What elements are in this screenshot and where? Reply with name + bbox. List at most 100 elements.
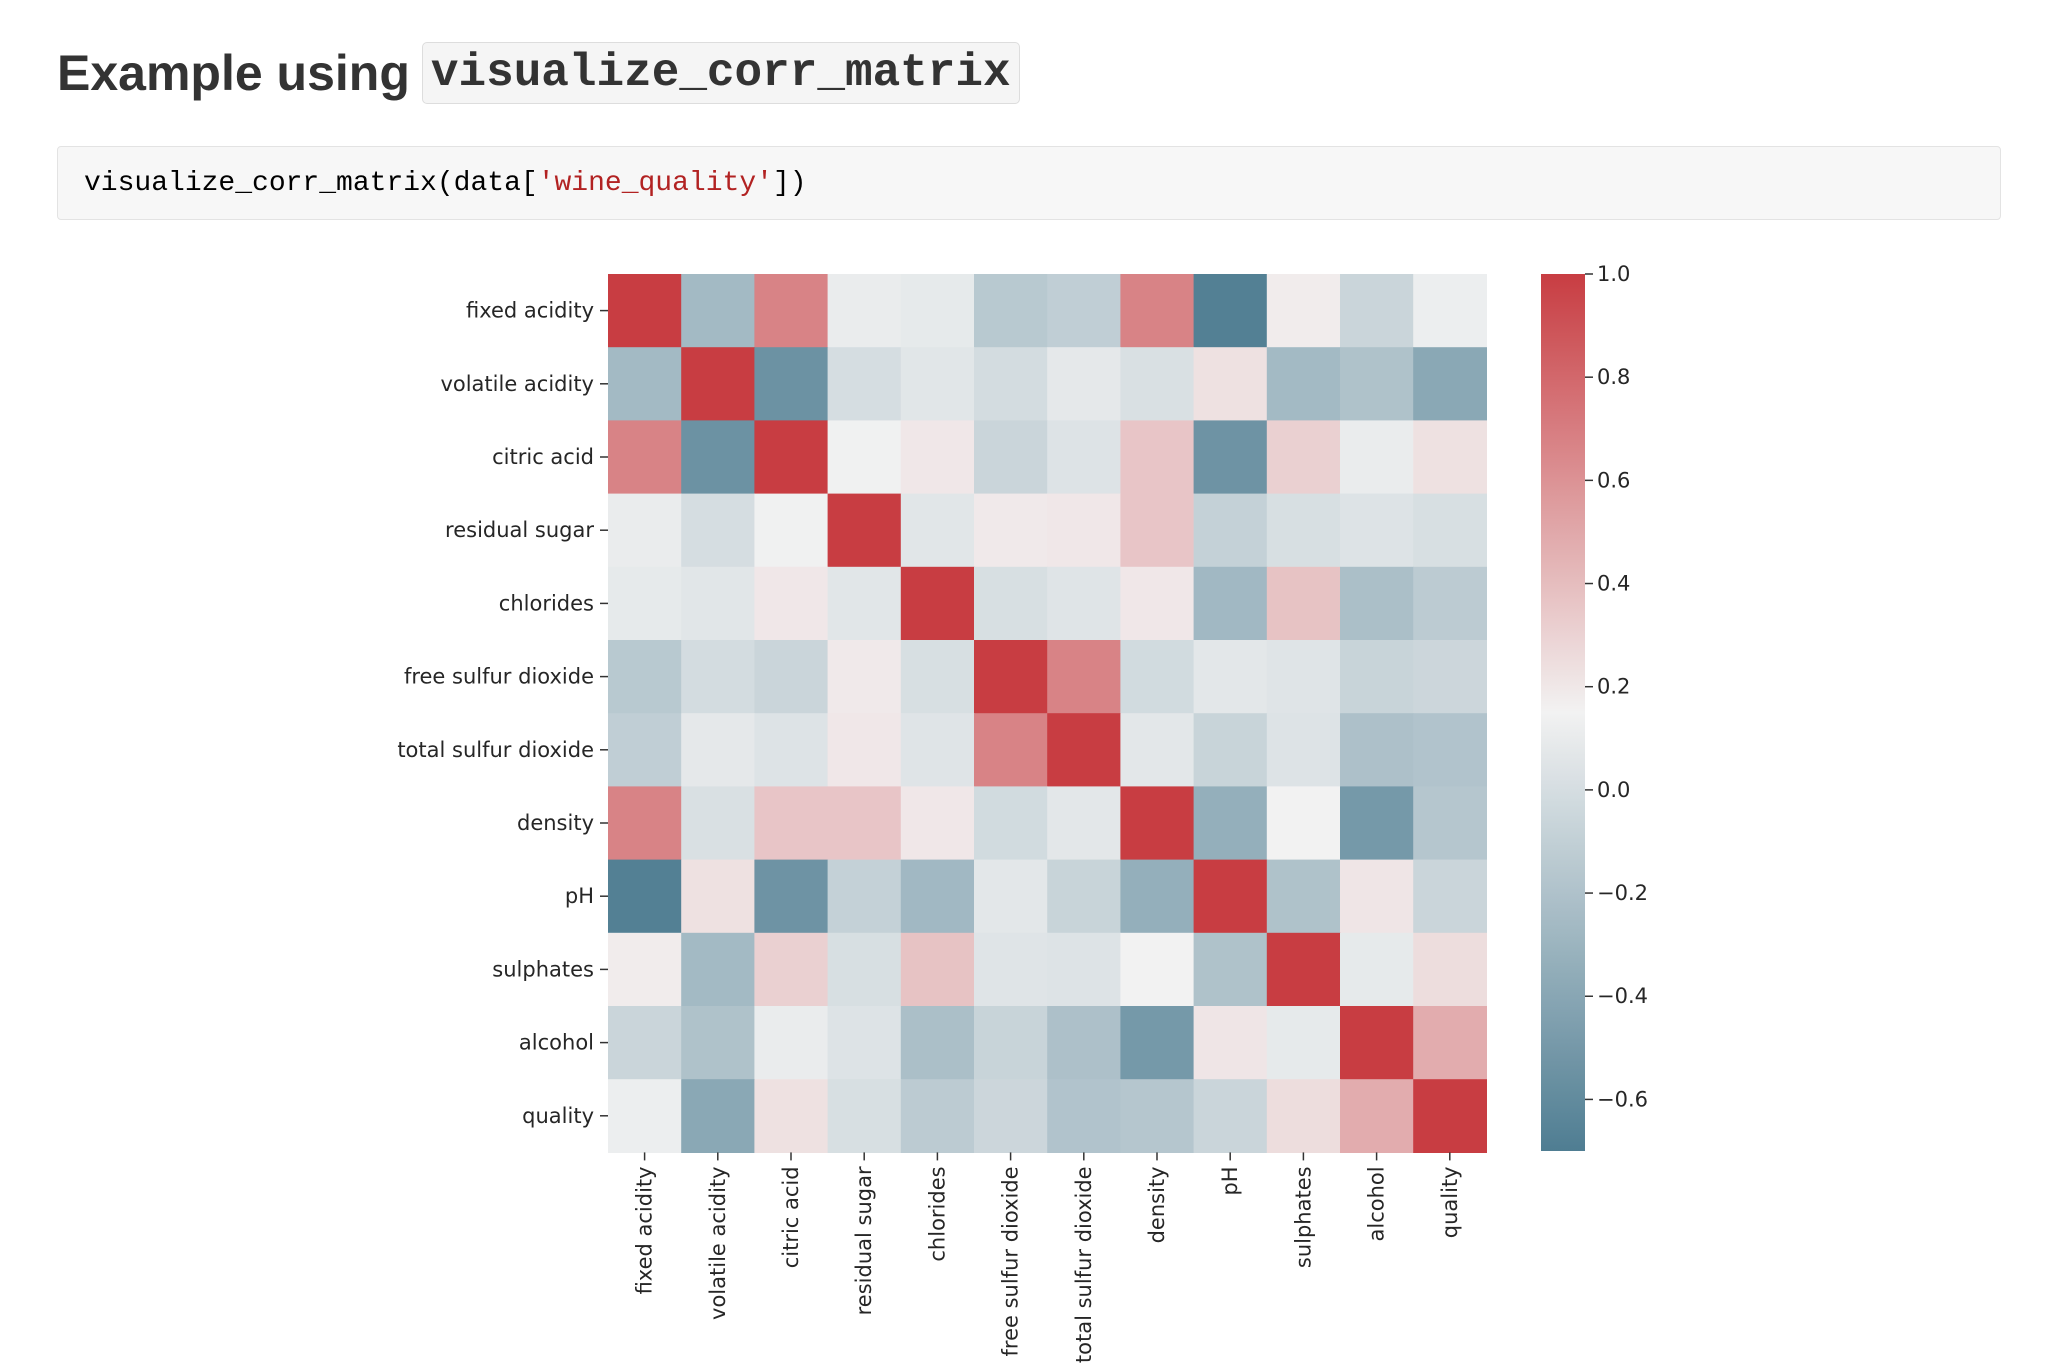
heatmap-cell [974, 859, 1048, 934]
heatmap-cell [1340, 420, 1414, 495]
heatmap-cell [1193, 932, 1268, 1007]
code-call-end: ]) [772, 168, 807, 199]
heatmap-cell [754, 274, 829, 348]
heatmap-cell [1266, 640, 1341, 714]
heatmap-cell [1120, 274, 1195, 348]
heatmap-cell [827, 420, 902, 495]
heatmap-cell [974, 420, 1048, 495]
y-tick-label: total sulfur dioxide [397, 738, 594, 762]
heatmap-cell [754, 786, 829, 861]
heatmap-cell [608, 640, 682, 714]
heatmap-cell [681, 1079, 755, 1153]
heatmap-cell [1340, 1079, 1414, 1153]
heatmap-cell [1047, 274, 1121, 348]
heatmap-cell [1047, 347, 1121, 421]
y-tick-label: citric acid [492, 445, 594, 469]
y-tick-label: quality [522, 1104, 594, 1128]
x-tick-label: volatile acidity [706, 1166, 730, 1320]
heatmap-cell [681, 859, 755, 934]
heatmap-cell [1340, 932, 1414, 1007]
heatmap-cell [1047, 1079, 1121, 1153]
heatmap-cell [1120, 859, 1195, 934]
heatmap-cell [754, 347, 829, 421]
heatmap-cell [1413, 1079, 1487, 1153]
heatmap-cell [827, 1006, 902, 1080]
heatmap-cell [1047, 640, 1121, 714]
heatmap-cell [1266, 566, 1341, 641]
heatmap-cell [1266, 1079, 1341, 1153]
heatmap-cell [1266, 786, 1341, 861]
x-tick-label: sulphates [1291, 1166, 1315, 1268]
heatmap-cell [1413, 1006, 1487, 1080]
heatmap-cell [681, 713, 755, 787]
heatmap-cell [1120, 713, 1195, 787]
heatmap-cell [900, 713, 975, 787]
heatmap-cell [900, 932, 975, 1007]
heatmap-cell [1340, 1006, 1414, 1080]
heatmap-cell [827, 347, 902, 421]
heatmap-cell [900, 566, 975, 641]
heatmap-cell [1120, 786, 1195, 861]
heatmap-cell [1120, 1006, 1195, 1080]
heatmap-cell [1120, 493, 1195, 568]
code-cell[interactable]: visualize_corr_matrix(data['wine_quality… [57, 146, 2001, 220]
heatmap-cell [1193, 420, 1268, 495]
heatmap-cell [1193, 274, 1268, 348]
heatmap-cell [900, 420, 975, 495]
y-tick-label: alcohol [519, 1031, 594, 1055]
heatmap-cell [1266, 274, 1341, 348]
heatmap-cell [900, 1006, 975, 1080]
heatmap-cell [681, 786, 755, 861]
heatmap-cell [608, 713, 682, 787]
heatmap-cell [1413, 493, 1487, 568]
heatmap-cell [1340, 493, 1414, 568]
heatmap-cell [974, 347, 1048, 421]
heatmap-cell [900, 347, 975, 421]
heatmap-cell [974, 566, 1048, 641]
heatmap-cell [1413, 274, 1487, 348]
heatmap-cell [1413, 640, 1487, 714]
heatmap-cell [1047, 1006, 1121, 1080]
heatmap-cell [827, 1079, 902, 1153]
code-call: visualize_corr_matrix(data[ [84, 168, 538, 199]
heatmap-cell [754, 420, 829, 495]
x-tick-label: chlorides [925, 1166, 949, 1261]
heatmap-cell [1047, 713, 1121, 787]
y-tick-label: fixed acidity [466, 299, 594, 323]
heatmap-cell [1193, 493, 1268, 568]
y-tick-label: chlorides [499, 591, 594, 615]
y-tick-label: residual sugar [445, 518, 594, 542]
heatmap-cell [827, 713, 902, 787]
x-tick-label: density [1145, 1166, 1169, 1243]
heatmap-cell [1266, 420, 1341, 495]
heatmap-cell [827, 859, 902, 934]
heatmap-cell [1340, 347, 1414, 421]
heatmap-cell [1047, 493, 1121, 568]
heatmap-cell [900, 493, 975, 568]
heatmap-cell [1413, 932, 1487, 1007]
heatmap-cell [681, 420, 755, 495]
heatmap-cell [608, 347, 682, 421]
heatmap-cell [754, 1006, 829, 1080]
heatmap-cell [608, 274, 682, 348]
heatmap-cell [1120, 347, 1195, 421]
y-tick-label: density [517, 811, 594, 835]
heatmap-cell [974, 493, 1048, 568]
heatmap-cell [1120, 932, 1195, 1007]
heatmap-cell [1193, 859, 1268, 934]
heatmap-cell [974, 1006, 1048, 1080]
heatmap-cell [1266, 493, 1341, 568]
heatmap-cell [900, 859, 975, 934]
heatmap-cell [608, 859, 682, 934]
heatmap-cell [681, 274, 755, 348]
heatmap-cell [608, 1079, 682, 1153]
heatmap-cell [974, 1079, 1048, 1153]
heatmap-cell [974, 932, 1048, 1007]
heatmap-cell [827, 932, 902, 1007]
code-string-literal: 'wine_quality' [537, 168, 773, 199]
heatmap-cell [827, 274, 902, 348]
colorbar-tick-label: −0.2 [1597, 881, 1648, 905]
colorbar-tick-label: −0.6 [1597, 1087, 1648, 1111]
heatmap-cell [608, 1006, 682, 1080]
